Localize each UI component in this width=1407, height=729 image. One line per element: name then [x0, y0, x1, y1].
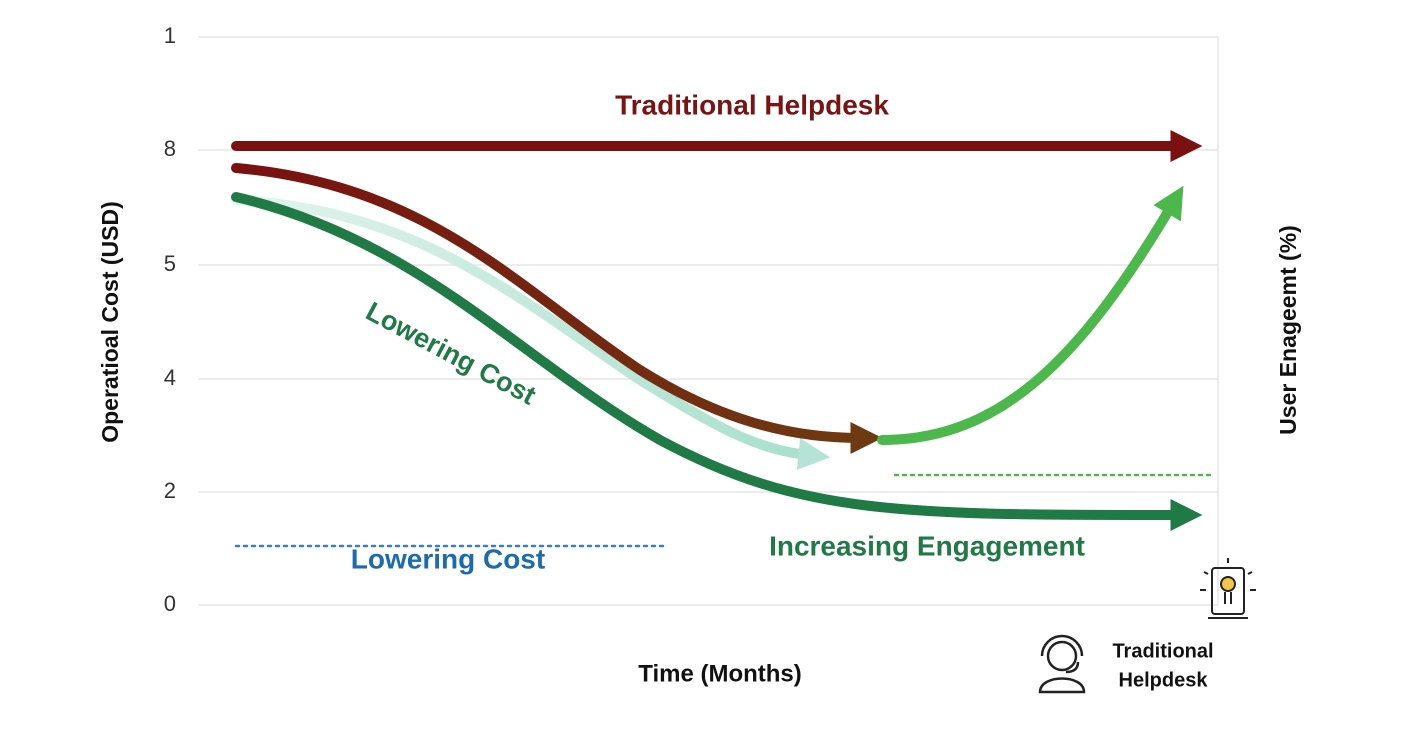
brown-arrow — [231, 163, 883, 454]
legend-text: Traditional — [1112, 640, 1213, 662]
y-tick-label: 5 — [164, 251, 176, 276]
y-ticks: 1 8 5 4 2 0 — [164, 23, 176, 616]
x-axis-title: Time (Months) — [638, 660, 802, 687]
annotation: Increasing Engagement — [769, 530, 1085, 561]
y-tick-label: 8 — [164, 136, 176, 161]
grid — [198, 36, 1219, 606]
annotation: Traditional Helpdesk — [615, 89, 889, 120]
y-tick-label: 0 — [164, 591, 176, 616]
y-tick-label: 2 — [164, 478, 176, 503]
y-tick-label: 4 — [164, 365, 176, 390]
person-icon — [1038, 634, 1086, 694]
teal-arrow — [231, 195, 831, 470]
annotation: Lowering Cost — [361, 296, 541, 411]
y-axis-title: Operatioal Cost (USD) — [97, 201, 123, 443]
curves — [231, 129, 1212, 548]
green-arrow — [231, 192, 1203, 531]
bulb-icon — [1200, 558, 1256, 619]
annotation: Lowering Cost — [351, 543, 545, 574]
legend-text: Helpdesk — [1119, 669, 1209, 691]
y-tick-label: 1 — [164, 23, 176, 48]
light-green-arrow — [877, 185, 1184, 445]
right-axis-title: User Enageemt (%) — [1275, 225, 1301, 435]
